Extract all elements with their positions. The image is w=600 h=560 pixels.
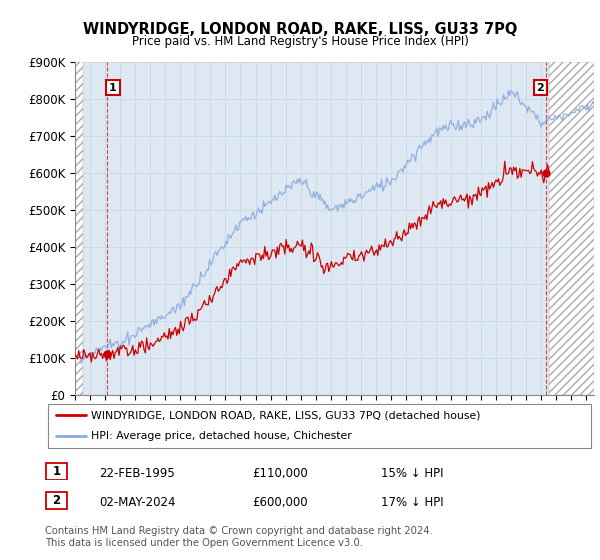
Text: £110,000: £110,000 [252, 466, 308, 480]
Text: 15% ↓ HPI: 15% ↓ HPI [381, 466, 443, 480]
Text: Contains HM Land Registry data © Crown copyright and database right 2024.
This d: Contains HM Land Registry data © Crown c… [45, 526, 433, 548]
Text: 22-FEB-1995: 22-FEB-1995 [99, 466, 175, 480]
Text: 2: 2 [536, 82, 544, 92]
Text: Price paid vs. HM Land Registry's House Price Index (HPI): Price paid vs. HM Land Registry's House … [131, 35, 469, 48]
Text: HPI: Average price, detached house, Chichester: HPI: Average price, detached house, Chic… [91, 431, 352, 441]
Text: 1: 1 [109, 82, 117, 92]
Text: 1: 1 [52, 465, 61, 478]
Text: WINDYRIDGE, LONDON ROAD, RAKE, LISS, GU33 7PQ (detached house): WINDYRIDGE, LONDON ROAD, RAKE, LISS, GU3… [91, 410, 481, 420]
Text: 17% ↓ HPI: 17% ↓ HPI [381, 496, 443, 509]
Text: WINDYRIDGE, LONDON ROAD, RAKE, LISS, GU33 7PQ: WINDYRIDGE, LONDON ROAD, RAKE, LISS, GU3… [83, 22, 517, 38]
Text: 02-MAY-2024: 02-MAY-2024 [99, 496, 176, 509]
Text: 2: 2 [52, 494, 61, 507]
Text: £600,000: £600,000 [252, 496, 308, 509]
